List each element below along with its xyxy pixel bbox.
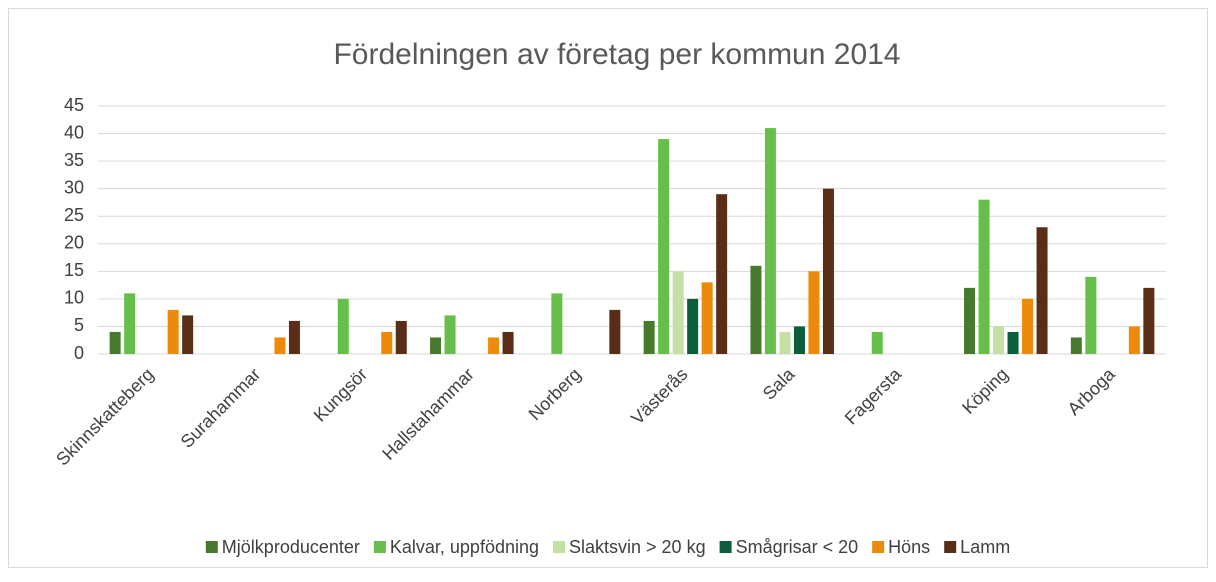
bar [1085, 276, 1097, 354]
y-tick-label: 45 [64, 95, 84, 115]
bar [1070, 337, 1082, 354]
y-tick-label: 35 [64, 150, 84, 170]
bar [1022, 298, 1034, 354]
y-tick-label: 25 [64, 205, 84, 225]
bar [1143, 287, 1155, 354]
bar [1007, 331, 1019, 354]
y-tick-label: 0 [74, 343, 84, 363]
bar [444, 315, 456, 354]
bar [808, 271, 820, 354]
chart-title: Fördelningen av företag per kommun 2014 [333, 38, 900, 71]
y-tick-label: 15 [64, 260, 84, 280]
bar [167, 309, 179, 354]
bar [1036, 227, 1048, 354]
legend-label: Kalvar, uppfödning [390, 537, 539, 557]
bar [687, 298, 699, 354]
bar [381, 331, 393, 354]
bar [124, 293, 136, 354]
bar [609, 309, 621, 354]
legend-swatch [205, 541, 218, 553]
bar [288, 320, 300, 354]
bar [430, 337, 442, 354]
legend-label: Lamm [960, 537, 1010, 557]
bar [993, 326, 1005, 354]
bar [978, 199, 990, 354]
legend-label: Mjölkproducenter [222, 537, 360, 557]
bar [779, 331, 791, 354]
bar [643, 320, 655, 354]
legend-label: Smågrisar < 20 [736, 537, 859, 557]
bar [716, 194, 728, 354]
chart-frame [8, 8, 1208, 568]
legend-swatch [373, 541, 386, 553]
legend-label: Höns [888, 537, 930, 557]
y-tick-label: 5 [74, 315, 84, 335]
bar [337, 298, 349, 354]
bar [658, 139, 670, 354]
legend-swatch [872, 541, 885, 553]
legend: Mjölkproducenter Kalvar, uppfödning Slakts… [205, 537, 1010, 557]
bar [551, 293, 563, 354]
bar [274, 337, 286, 354]
bar [182, 315, 194, 354]
bar [488, 337, 500, 354]
bar [764, 128, 776, 354]
y-tick-label: 30 [64, 177, 84, 197]
bar [822, 188, 834, 354]
bar [672, 271, 684, 354]
y-tick-label: 20 [64, 233, 84, 253]
legend-swatch [719, 541, 732, 553]
bar [502, 331, 514, 354]
bar [793, 326, 805, 354]
bar [964, 287, 976, 354]
bar [701, 282, 713, 354]
bar [395, 320, 407, 354]
bar [871, 331, 883, 354]
bar [109, 331, 121, 354]
y-tick-label: 10 [64, 288, 84, 308]
legend-swatch [944, 541, 957, 553]
bar [1128, 326, 1140, 354]
y-tick-label: 40 [64, 122, 84, 142]
bar [750, 265, 762, 354]
legend-swatch [553, 541, 566, 553]
legend-label: Slaktsvin > 20 kg [569, 537, 706, 557]
